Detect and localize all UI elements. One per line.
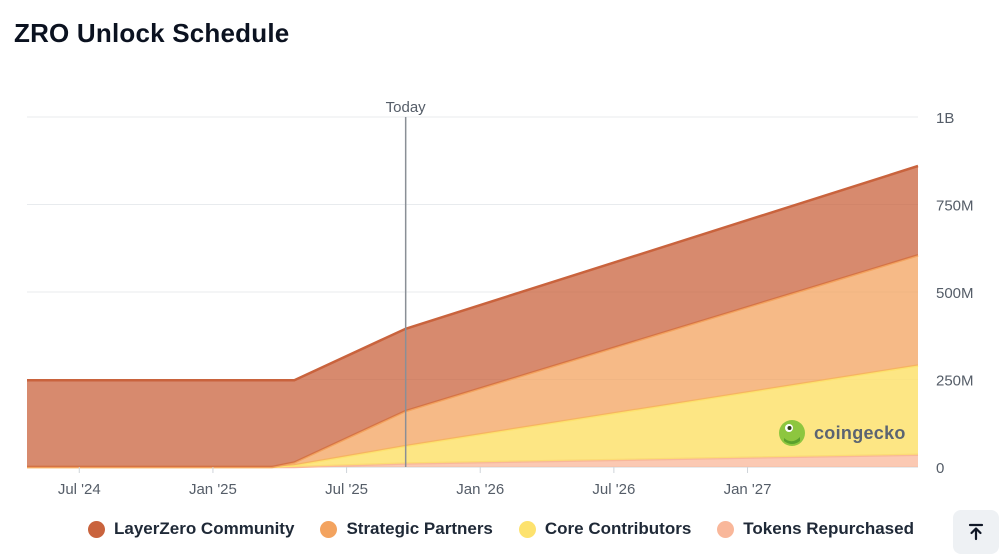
legend-label: Core Contributors — [544, 519, 692, 538]
legend-item-tokens-repurchased[interactable]: Tokens Repurchased — [717, 519, 914, 539]
y-tick-label: 500M — [936, 285, 974, 302]
area-layer — [27, 164, 919, 469]
legend-dot — [320, 520, 338, 538]
y-tick-label: 0 — [936, 460, 944, 477]
x-axis: Jul '24 Jan '25 Jul '25 Jan '26 Jul '26 Jan '… — [58, 467, 772, 498]
y-tick-label: 750M — [936, 198, 974, 215]
legend-dot — [88, 520, 105, 538]
y-tick-label: 1B — [936, 110, 954, 127]
legend-label: LayerZero Community — [114, 519, 295, 538]
legend-label: Strategic Partners — [346, 519, 493, 538]
gecko-logo-icon — [779, 420, 805, 446]
arrow-up-to-line-icon — [968, 523, 984, 541]
line-layerzero-community — [27, 164, 919, 382]
legend-item-strategic-partners[interactable]: Strategic Partners — [320, 519, 493, 539]
page-title: ZRO Unlock Schedule — [14, 18, 290, 48]
x-tick-label: Jul '26 — [592, 481, 635, 498]
watermark-text: coingecko — [814, 422, 906, 443]
area-layerzero-community — [27, 166, 918, 467]
legend-dot — [518, 520, 536, 538]
legend-dot — [717, 520, 735, 538]
x-tick-label: Jul '24 — [58, 481, 101, 498]
area-strategic-partners — [27, 255, 918, 467]
x-tick-label: Jan '27 — [724, 481, 772, 498]
coingecko-watermark: coingecko — [778, 418, 906, 448]
legend-item-core-contributors[interactable]: Core Contributors — [518, 519, 692, 539]
x-tick-label: Jul '25 — [325, 481, 368, 498]
today-marker: Today — [386, 99, 427, 467]
legend-item-layerzero-community[interactable]: LayerZero Community — [88, 519, 294, 539]
y-axis: 0 250M 500M 750M 1B — [936, 110, 974, 477]
legend-label: Tokens Repurchased — [743, 519, 914, 538]
area-tokens-repurchased — [27, 454, 918, 467]
scroll-to-top-button[interactable] — [953, 510, 999, 554]
x-tick-label: Jan '25 — [189, 481, 237, 498]
area-core-contributors — [27, 365, 918, 467]
chart-legend: LayerZero Community Strategic Partners C… — [88, 519, 914, 539]
x-tick-label: Jan '26 — [456, 481, 504, 498]
today-label: Today — [386, 99, 427, 116]
y-tick-label: 250M — [936, 373, 974, 390]
